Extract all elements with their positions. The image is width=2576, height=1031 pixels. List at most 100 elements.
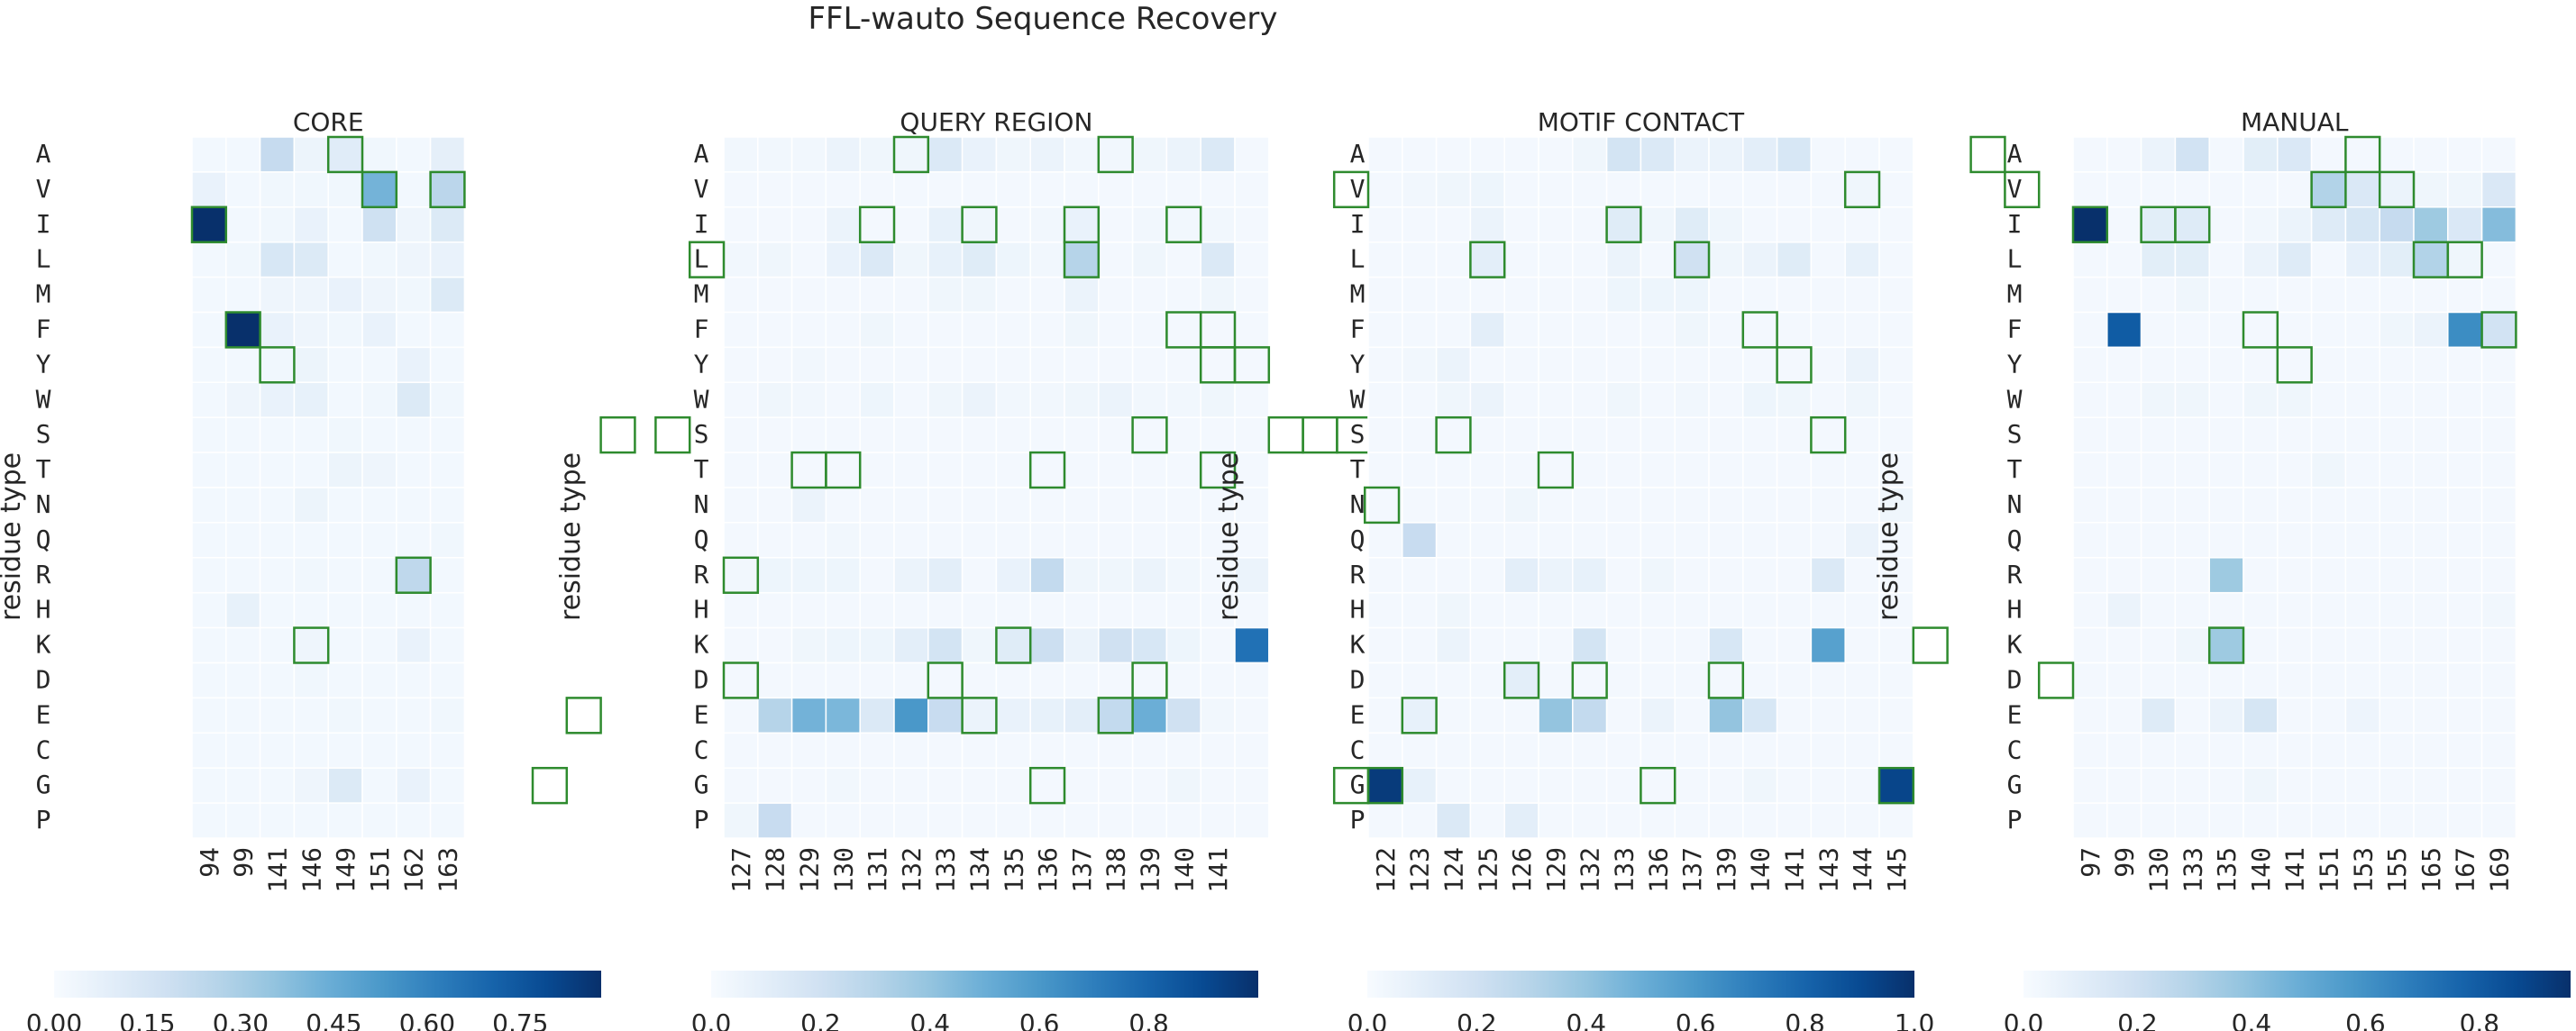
heatmap-cell: [2243, 346, 2279, 384]
heatmap-cell: [1776, 452, 1813, 488]
y-axis-label: residue type: [1873, 452, 1905, 621]
heatmap-cell: [327, 381, 363, 418]
column-label: 149: [331, 847, 361, 893]
heatmap-cell: [1810, 522, 1846, 559]
heatmap-cell: [1605, 802, 1642, 839]
heatmap-cell: [2174, 381, 2210, 418]
heatmap-cell: [961, 171, 998, 208]
heatmap-cell: [1776, 802, 1813, 839]
heatmap-cell: [191, 591, 227, 629]
heatmap-cell: [1572, 732, 1608, 769]
heatmap-cell: [2277, 136, 2313, 173]
heatmap-cell: [1029, 487, 1065, 524]
row-label: H: [36, 595, 51, 625]
heatmap-cell: [2277, 661, 2313, 699]
heatmap-cell: [893, 452, 929, 488]
heatmap-cell: [327, 346, 363, 384]
heatmap-cell: [995, 522, 1031, 559]
heatmap-cell: [790, 767, 827, 804]
heatmap-cell: [2447, 802, 2483, 839]
row-label: R: [36, 560, 51, 589]
heatmap-cell: [2072, 311, 2108, 349]
heatmap-cell: [327, 767, 363, 804]
heatmap-cell: [1674, 381, 1710, 418]
heatmap-cell: [429, 697, 466, 734]
heatmap-cell: [927, 732, 964, 769]
heatmap-cell: [2310, 591, 2347, 629]
heatmap-cell: [361, 767, 397, 804]
heatmap-cell: [1572, 697, 1608, 734]
heatmap-cell: [1640, 381, 1676, 418]
heatmap-cell: [2344, 487, 2380, 524]
heatmap-cell: [2277, 522, 2313, 559]
heatmap-cell: [825, 171, 861, 208]
heatmap-cell: [1538, 557, 1574, 594]
heatmap-cell: [1029, 136, 1065, 173]
heatmap-cell: [2480, 591, 2517, 629]
heatmap-cell: [1708, 452, 1744, 488]
heatmap-cell: [2344, 276, 2380, 314]
heatmap-cell: [2413, 206, 2449, 243]
heatmap-cell: [429, 522, 466, 559]
heatmap-cell: [723, 661, 759, 699]
heatmap-cell: [1810, 732, 1846, 769]
heatmap-cell: [1538, 522, 1574, 559]
heatmap-cell: [2379, 136, 2415, 173]
heatmap-cell: [2413, 557, 2449, 594]
heatmap-cell: [2480, 767, 2517, 804]
heatmap-cell: [1742, 591, 1778, 629]
y-axis-label: residue type: [1213, 452, 1245, 621]
heatmap-cell: [2480, 487, 2517, 524]
heatmap-cell: [1605, 346, 1642, 384]
heatmap-cell: [2310, 136, 2347, 173]
heatmap-cell: [1640, 487, 1676, 524]
heatmap-cell: [1131, 416, 1168, 453]
heatmap-cell: [893, 767, 929, 804]
heatmap-cell: [1435, 591, 1472, 629]
heatmap-cell: [790, 802, 827, 839]
highlight-box: [961, 205, 998, 243]
heatmap-cell: [1708, 487, 1744, 524]
heatmap-cell: [2277, 381, 2313, 418]
heatmap-cell: [429, 557, 466, 594]
heatmap-cell: [723, 452, 759, 488]
heatmap-cell: [2140, 311, 2177, 349]
highlight-box: [1969, 135, 2006, 174]
heatmap-cell: [1098, 416, 1134, 453]
heatmap-cell: [723, 416, 759, 453]
heatmap-cell: [1674, 522, 1710, 559]
heatmap-cell: [757, 206, 793, 243]
heatmap-cell: [1844, 311, 1880, 349]
heatmap-cell: [2140, 171, 2177, 208]
heatmap-cell: [1810, 487, 1846, 524]
heatmap-cell: [2208, 522, 2244, 559]
row-label: F: [36, 315, 51, 344]
heatmap-cell: [2243, 136, 2279, 173]
highlight-box: [1028, 766, 1066, 805]
heatmap-cell: [429, 276, 466, 314]
heatmap-cell: [1878, 487, 1914, 524]
column-label: 130: [828, 847, 858, 893]
heatmap-cell: [2174, 136, 2210, 173]
heatmap-cell: [1742, 697, 1778, 734]
row-label: Q: [694, 525, 709, 554]
heatmap-cell: [961, 346, 998, 384]
heatmap-cell: [2208, 136, 2244, 173]
heatmap-cell: [1367, 522, 1403, 559]
heatmap-panel: MOTIF CONTACT residue type AVILMFYWSTNQRHK…: [1213, 107, 1949, 1031]
heatmap-cell: [429, 452, 466, 488]
heatmap-cell: [1469, 452, 1505, 488]
heatmap-cell: [1503, 346, 1539, 384]
heatmap-cell: [2243, 276, 2279, 314]
heatmap-cell: [2277, 416, 2313, 453]
heatmap-cell: [2310, 802, 2347, 839]
heatmap-cell: [1810, 136, 1846, 173]
colorbar-tick-label: 0.00: [26, 1008, 82, 1031]
heatmap-cell: [757, 767, 793, 804]
heatmap-cell: [1367, 802, 1403, 839]
row-label: A: [36, 139, 51, 169]
highlight-box: [2174, 205, 2211, 243]
column-label: 124: [1439, 847, 1469, 893]
heatmap-cell: [1098, 206, 1134, 243]
heatmap-cell: [1708, 206, 1744, 243]
